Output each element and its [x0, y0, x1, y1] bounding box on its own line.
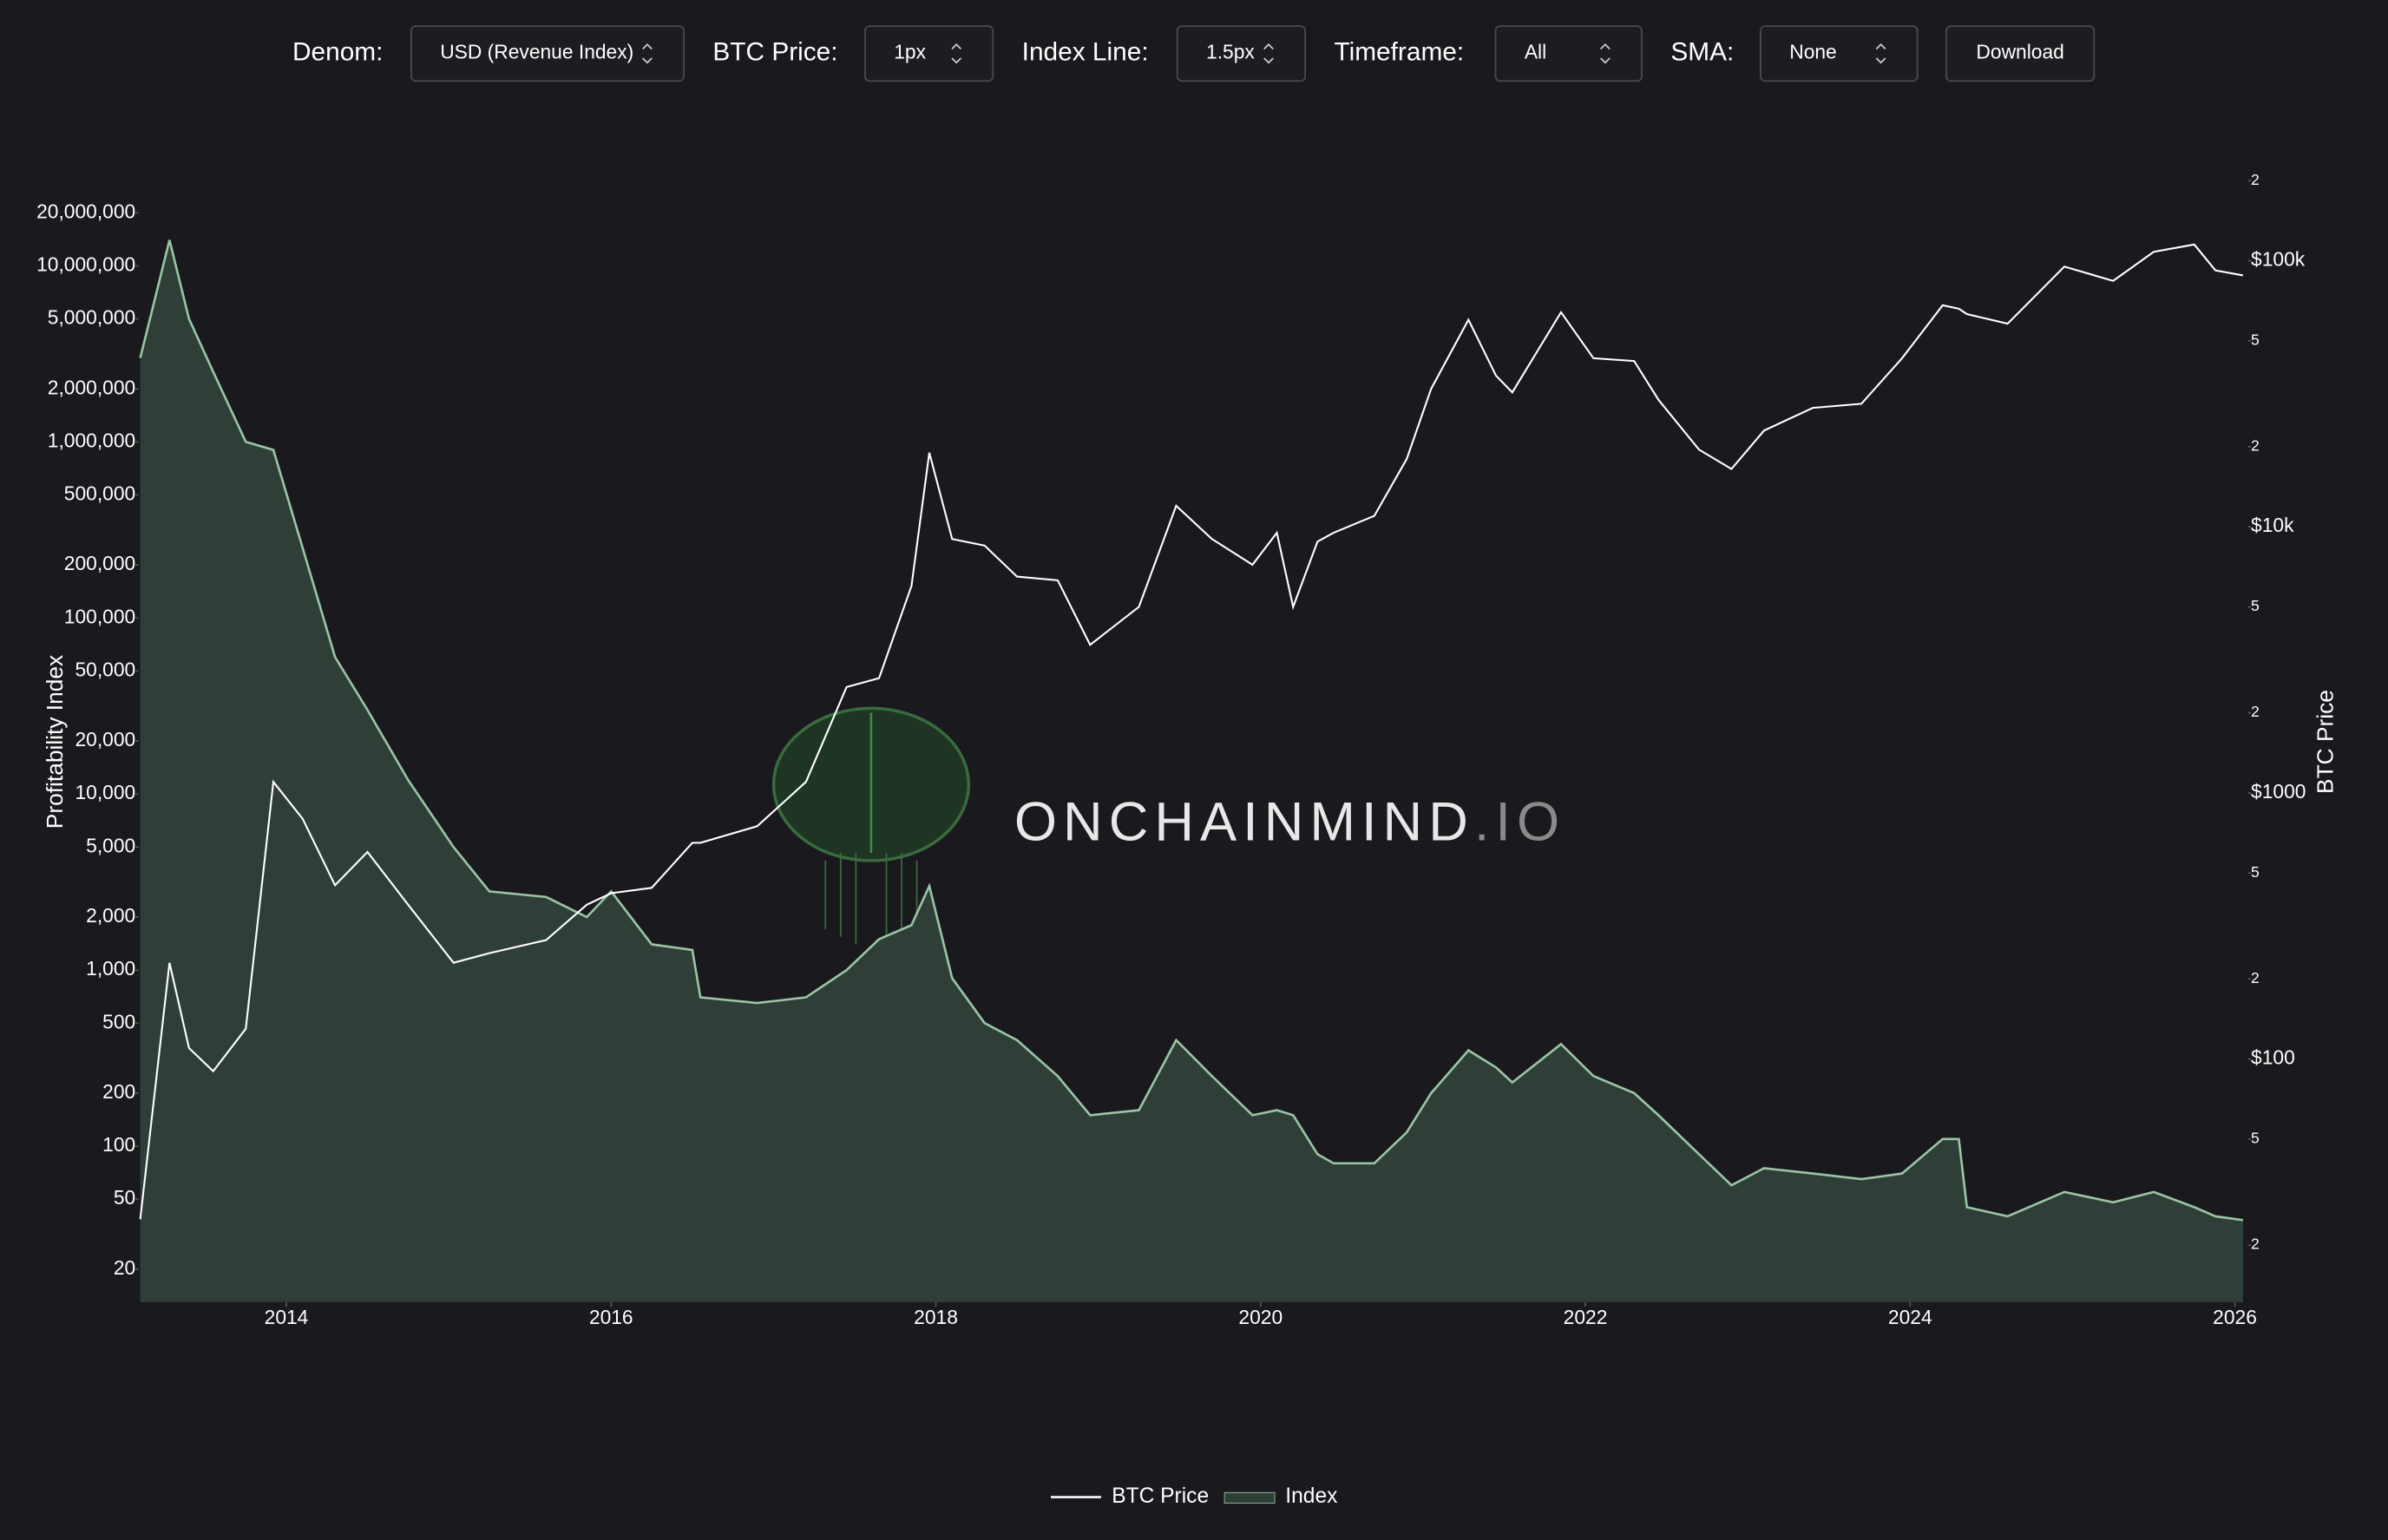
select[interactable]: None — [1760, 25, 1919, 82]
y-tick-label: 500 — [102, 1010, 135, 1032]
brain-logo — [771, 706, 970, 945]
index-line — [139, 239, 2244, 1222]
y2-tick-label: $100 — [2251, 1046, 2295, 1069]
select[interactable]: 1px — [864, 25, 994, 82]
y-tick-label: 20,000,000 — [36, 200, 135, 222]
y-tick-label: 200 — [102, 1080, 135, 1103]
control-label: Timeframe: — [1334, 38, 1464, 67]
y-tick-label: 20,000 — [75, 728, 135, 750]
select-box[interactable] — [1176, 25, 1306, 82]
x-tick-label: 2018 — [914, 1306, 958, 1328]
y-tick-label: 5,000,000 — [48, 306, 135, 329]
select-box[interactable] — [1494, 25, 1643, 82]
y2-tick-label: $1000 — [2251, 780, 2306, 803]
select[interactable]: 1.5px — [1176, 25, 1306, 82]
legend-label[interactable]: BTC Price — [1112, 1484, 1209, 1508]
y2-tick-label: 2 — [2251, 703, 2260, 720]
control-label: Denom: — [292, 38, 383, 67]
select-chevron[interactable] — [642, 43, 653, 64]
x-tick-label: 2016 — [589, 1306, 633, 1328]
select-chevron[interactable] — [1875, 43, 1886, 64]
control-label: BTC Price: — [712, 38, 837, 67]
legend-swatch — [1224, 1491, 1276, 1504]
select-value[interactable]: None — [1789, 41, 1837, 63]
y2-tick-label: 5 — [2251, 331, 2260, 348]
select[interactable]: USD (Revenue Index) — [410, 25, 685, 82]
button-box[interactable] — [1945, 25, 2096, 82]
watermark-text: ONCHAINMIND — [1014, 791, 1474, 852]
legend-label[interactable]: Index — [1285, 1484, 1338, 1508]
y-tick-label: 100,000 — [64, 605, 135, 627]
y-tick-label: 10,000 — [75, 781, 135, 803]
select-chevron[interactable] — [1263, 43, 1274, 64]
brain-circuit — [824, 853, 918, 945]
y-tick-label: 10,000,000 — [36, 252, 135, 275]
control-label: Index Line: — [1022, 38, 1149, 67]
select[interactable]: All — [1494, 25, 1643, 82]
y2-tick-label: $10k — [2251, 514, 2294, 536]
x-tick-label: 2026 — [2213, 1306, 2257, 1328]
y-axis-title: Profitability Index — [42, 655, 68, 829]
y-tick-label: 200,000 — [64, 552, 135, 574]
y-tick-label: 2,000,000 — [48, 376, 135, 398]
y-tick-label: 100 — [102, 1133, 135, 1156]
y2-tick-label: $100k — [2251, 248, 2306, 271]
y2-tick-label: 2 — [2251, 1235, 2260, 1253]
x-tick-label: 2022 — [1564, 1306, 1608, 1328]
watermark-suffix: .IO — [1474, 791, 1565, 852]
y2-tick-label: 2 — [2251, 437, 2260, 455]
index-area — [140, 239, 2243, 1302]
y2-tick-label: 2 — [2251, 969, 2260, 986]
y-tick-label: 1,000,000 — [48, 429, 135, 451]
select-chevron[interactable] — [1599, 43, 1611, 64]
control-label: SMA: — [1670, 38, 1734, 67]
y-tick-label: 500,000 — [64, 482, 135, 504]
y-tick-label: 50 — [114, 1186, 135, 1209]
y-tick-label: 1,000 — [86, 957, 135, 980]
watermark: ONCHAINMIND.IO — [1014, 791, 1565, 852]
y-tick-label: 5,000 — [86, 834, 135, 856]
select-box[interactable] — [410, 25, 685, 82]
y-tick-label: 50,000 — [75, 658, 135, 680]
y2-tick-label: 5 — [2251, 1130, 2260, 1147]
x-tick-label: 2014 — [265, 1306, 309, 1328]
y-tick-label: 20 — [114, 1256, 135, 1279]
btc-price-line — [139, 243, 2244, 1220]
y2-tick-label: 5 — [2251, 863, 2260, 881]
y2-tick-label: 5 — [2251, 597, 2260, 614]
select-value[interactable]: 1.5px — [1206, 41, 1255, 63]
y-tick-label: 2,000 — [86, 904, 135, 927]
select-box[interactable] — [864, 25, 994, 82]
select-value[interactable]: 1px — [894, 41, 926, 63]
select-value[interactable]: USD (Revenue Index) — [440, 41, 633, 63]
select-chevron[interactable] — [951, 43, 962, 64]
x-tick-label: 2020 — [1238, 1306, 1283, 1328]
y2-axis-title: BTC Price — [2313, 690, 2339, 794]
download-button[interactable]: Download — [1945, 25, 2096, 82]
button-label[interactable]: Download — [1976, 41, 2063, 63]
select-box[interactable] — [1760, 25, 1919, 82]
x-tick-label: 2024 — [1888, 1306, 1932, 1328]
y2-tick-label: 2 — [2251, 171, 2260, 188]
select-value[interactable]: All — [1525, 41, 1546, 63]
